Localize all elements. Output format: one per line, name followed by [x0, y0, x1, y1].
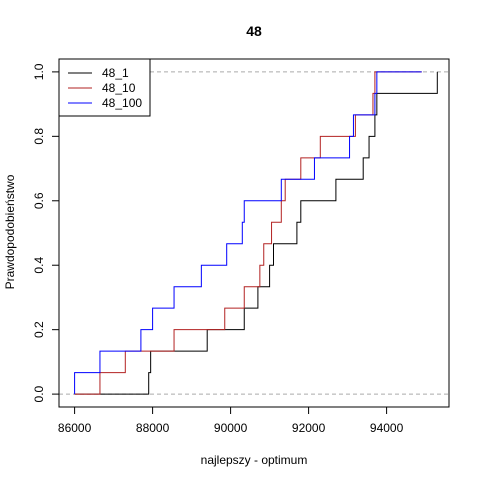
x-tick-label: 92000 — [292, 421, 326, 435]
legend-label: 48_100 — [102, 96, 142, 110]
series-line-48_100 — [74, 71, 422, 395]
series-lines — [74, 71, 438, 395]
legend-label: 48_1 — [102, 66, 129, 80]
reference-lines — [59, 71, 449, 395]
x-tick-label: 88000 — [136, 421, 170, 435]
legend-label: 48_10 — [102, 81, 136, 95]
y-tick-label: 0.2 — [32, 321, 46, 338]
x-axis-title: najlepszy - optimum — [201, 453, 308, 467]
y-tick-label: 0.6 — [32, 192, 46, 209]
y-tick-label: 0.4 — [32, 257, 46, 274]
chart-title: 48 — [246, 23, 262, 39]
y-axis-title: Prawdopodobieństwo — [3, 174, 17, 289]
y-tick-label: 0.0 — [32, 385, 46, 402]
x-tick-label: 86000 — [58, 421, 92, 435]
y-axis: 0.0 0.2 0.4 0.6 0.8 1.0 — [32, 63, 60, 402]
x-tick-label: 94000 — [370, 421, 404, 435]
series-line-48_1 — [74, 71, 438, 395]
y-tick-label: 0.8 — [32, 128, 46, 145]
x-axis: 86000 88000 90000 92000 94000 — [58, 406, 404, 435]
x-tick-label: 90000 — [214, 421, 248, 435]
series-line-48_10 — [74, 71, 422, 395]
y-tick-label: 1.0 — [32, 63, 46, 80]
